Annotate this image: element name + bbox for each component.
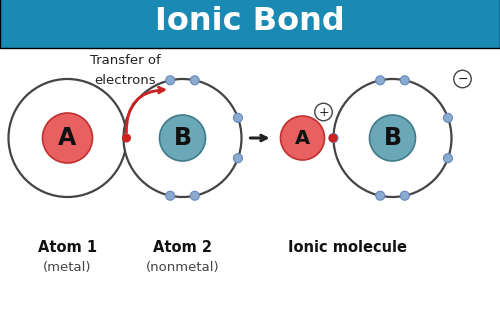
Circle shape xyxy=(234,113,242,122)
Text: Ionic molecule: Ionic molecule xyxy=(288,239,407,254)
Text: −: − xyxy=(457,73,468,85)
Circle shape xyxy=(444,154,452,163)
Text: Transfer of: Transfer of xyxy=(90,54,160,67)
Circle shape xyxy=(166,76,174,85)
Circle shape xyxy=(8,79,126,197)
Circle shape xyxy=(190,191,200,200)
Text: Atom 2: Atom 2 xyxy=(153,239,212,254)
Circle shape xyxy=(444,113,452,122)
Circle shape xyxy=(400,76,409,85)
Circle shape xyxy=(160,115,206,161)
Circle shape xyxy=(334,79,452,197)
Text: +: + xyxy=(318,105,329,119)
Text: B: B xyxy=(174,126,192,150)
Text: B: B xyxy=(384,126,402,150)
Text: Atom 1: Atom 1 xyxy=(38,239,97,254)
Circle shape xyxy=(124,79,242,197)
Text: A: A xyxy=(295,129,310,147)
Text: electrons: electrons xyxy=(94,74,156,87)
Circle shape xyxy=(190,76,200,85)
Circle shape xyxy=(376,191,384,200)
Text: A: A xyxy=(58,126,76,150)
Circle shape xyxy=(42,113,92,163)
FancyBboxPatch shape xyxy=(0,0,500,48)
Circle shape xyxy=(376,76,384,85)
Circle shape xyxy=(328,134,338,142)
Circle shape xyxy=(234,154,242,163)
Text: (nonmetal): (nonmetal) xyxy=(146,260,220,274)
Circle shape xyxy=(370,115,416,161)
Circle shape xyxy=(280,116,324,160)
Circle shape xyxy=(329,134,338,142)
Circle shape xyxy=(400,191,409,200)
Circle shape xyxy=(122,134,131,142)
Circle shape xyxy=(166,191,174,200)
Text: (metal): (metal) xyxy=(44,260,92,274)
Text: Ionic Bond: Ionic Bond xyxy=(155,7,345,38)
